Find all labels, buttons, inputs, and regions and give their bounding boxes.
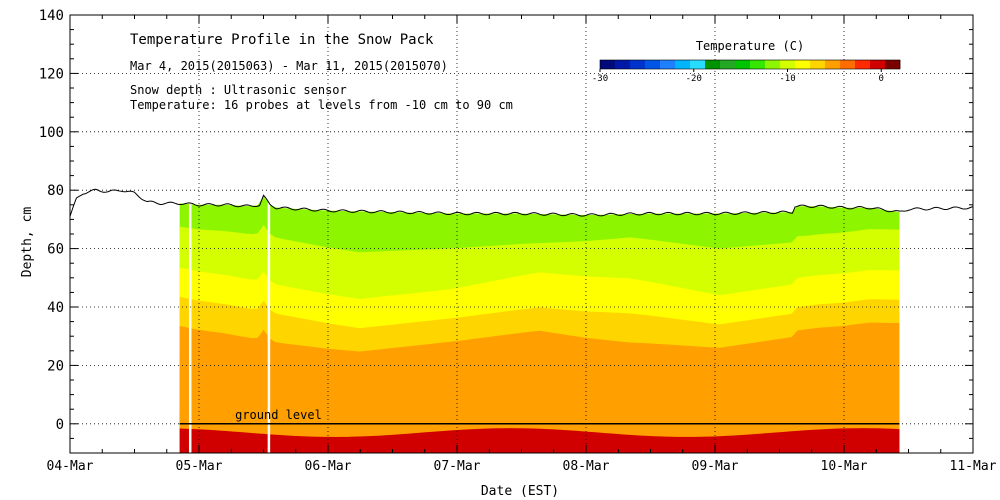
colorbar-swatch: [705, 60, 721, 69]
colorbar-swatch: [750, 60, 766, 69]
colorbar-swatch: [765, 60, 781, 69]
y-tick-label: 20: [47, 358, 64, 374]
y-tick-label: 0: [56, 417, 64, 433]
note-snow-depth: Snow depth : Ultrasonic sensor: [130, 83, 347, 97]
y-tick-label: 100: [39, 125, 64, 141]
colorbar-swatch: [840, 60, 856, 69]
colorbar-swatch: [780, 60, 796, 69]
chart-title: Temperature Profile in the Snow Pack: [130, 32, 434, 48]
y-tick-label: 80: [47, 183, 64, 199]
colorbar-swatch: [720, 60, 736, 69]
colorbar-tick-label: -10: [779, 74, 795, 84]
colorbar-swatch: [675, 60, 691, 69]
y-tick-label: 40: [47, 300, 64, 316]
colorbar-swatch: [825, 60, 841, 69]
x-axis: 04-Mar 05-Mar 06-Mar 07-Mar 08-Mar 09-Mar 10-M…: [47, 15, 997, 474]
colorbar-swatch: [870, 60, 886, 69]
colorbar-tick-label: -20: [686, 74, 702, 84]
x-tick-label: 05-Mar: [176, 459, 223, 474]
colorbar-swatch: [810, 60, 826, 69]
snow-depth-line: [69, 188, 974, 217]
y-tick-label: 140: [39, 8, 64, 24]
colorbar-swatch: [600, 60, 616, 69]
y-axis: 0 20 40 60 80 100 120 140: [39, 8, 973, 454]
colorbar-swatch: [885, 60, 901, 69]
x-tick-label: 06-Mar: [305, 459, 352, 474]
colorbar-swatch: [855, 60, 871, 69]
colorbar-swatch: [795, 60, 811, 69]
data-gap: [267, 203, 271, 453]
colorbar-tick-label: 0: [879, 74, 884, 84]
ground-level-label: ground level: [235, 408, 322, 422]
note-temperature: Temperature: 16 probes at levels from -1…: [130, 98, 513, 112]
colorbar-tick-label: -30: [592, 74, 608, 84]
x-tick-label: 04-Mar: [47, 459, 94, 474]
data-gap: [188, 204, 192, 453]
chart-subtitle: Mar 4, 2015(2015063) - Mar 11, 2015(2015…: [130, 59, 448, 73]
y-axis-title: Depth, cm: [20, 207, 35, 278]
x-tick-label: 10-Mar: [821, 459, 868, 474]
colorbar-swatch: [690, 60, 706, 69]
x-tick-label: 09-Mar: [692, 459, 739, 474]
x-tick-label: 08-Mar: [563, 459, 610, 474]
data-gaps: [188, 203, 271, 453]
colorbar-frame: [599, 59, 901, 70]
x-tick-label: 07-Mar: [434, 459, 481, 474]
colorbar: -30 -20 -10 0: [592, 59, 901, 84]
colorbar-title: Temperature (C): [696, 39, 804, 53]
colorbar-swatch: [660, 60, 676, 69]
x-tick-label: 11-Mar: [950, 459, 997, 474]
colorbar-swatch: [645, 60, 661, 69]
colorbar-swatch: [615, 60, 631, 69]
y-tick-label: 120: [39, 66, 64, 82]
temp-band-warm: [179, 428, 900, 453]
x-axis-title: Date (EST): [481, 484, 559, 499]
colorbar-swatch: [735, 60, 751, 69]
y-tick-label: 60: [47, 242, 64, 258]
temperature-contour-fill: [179, 196, 900, 453]
colorbar-swatch: [630, 60, 646, 69]
